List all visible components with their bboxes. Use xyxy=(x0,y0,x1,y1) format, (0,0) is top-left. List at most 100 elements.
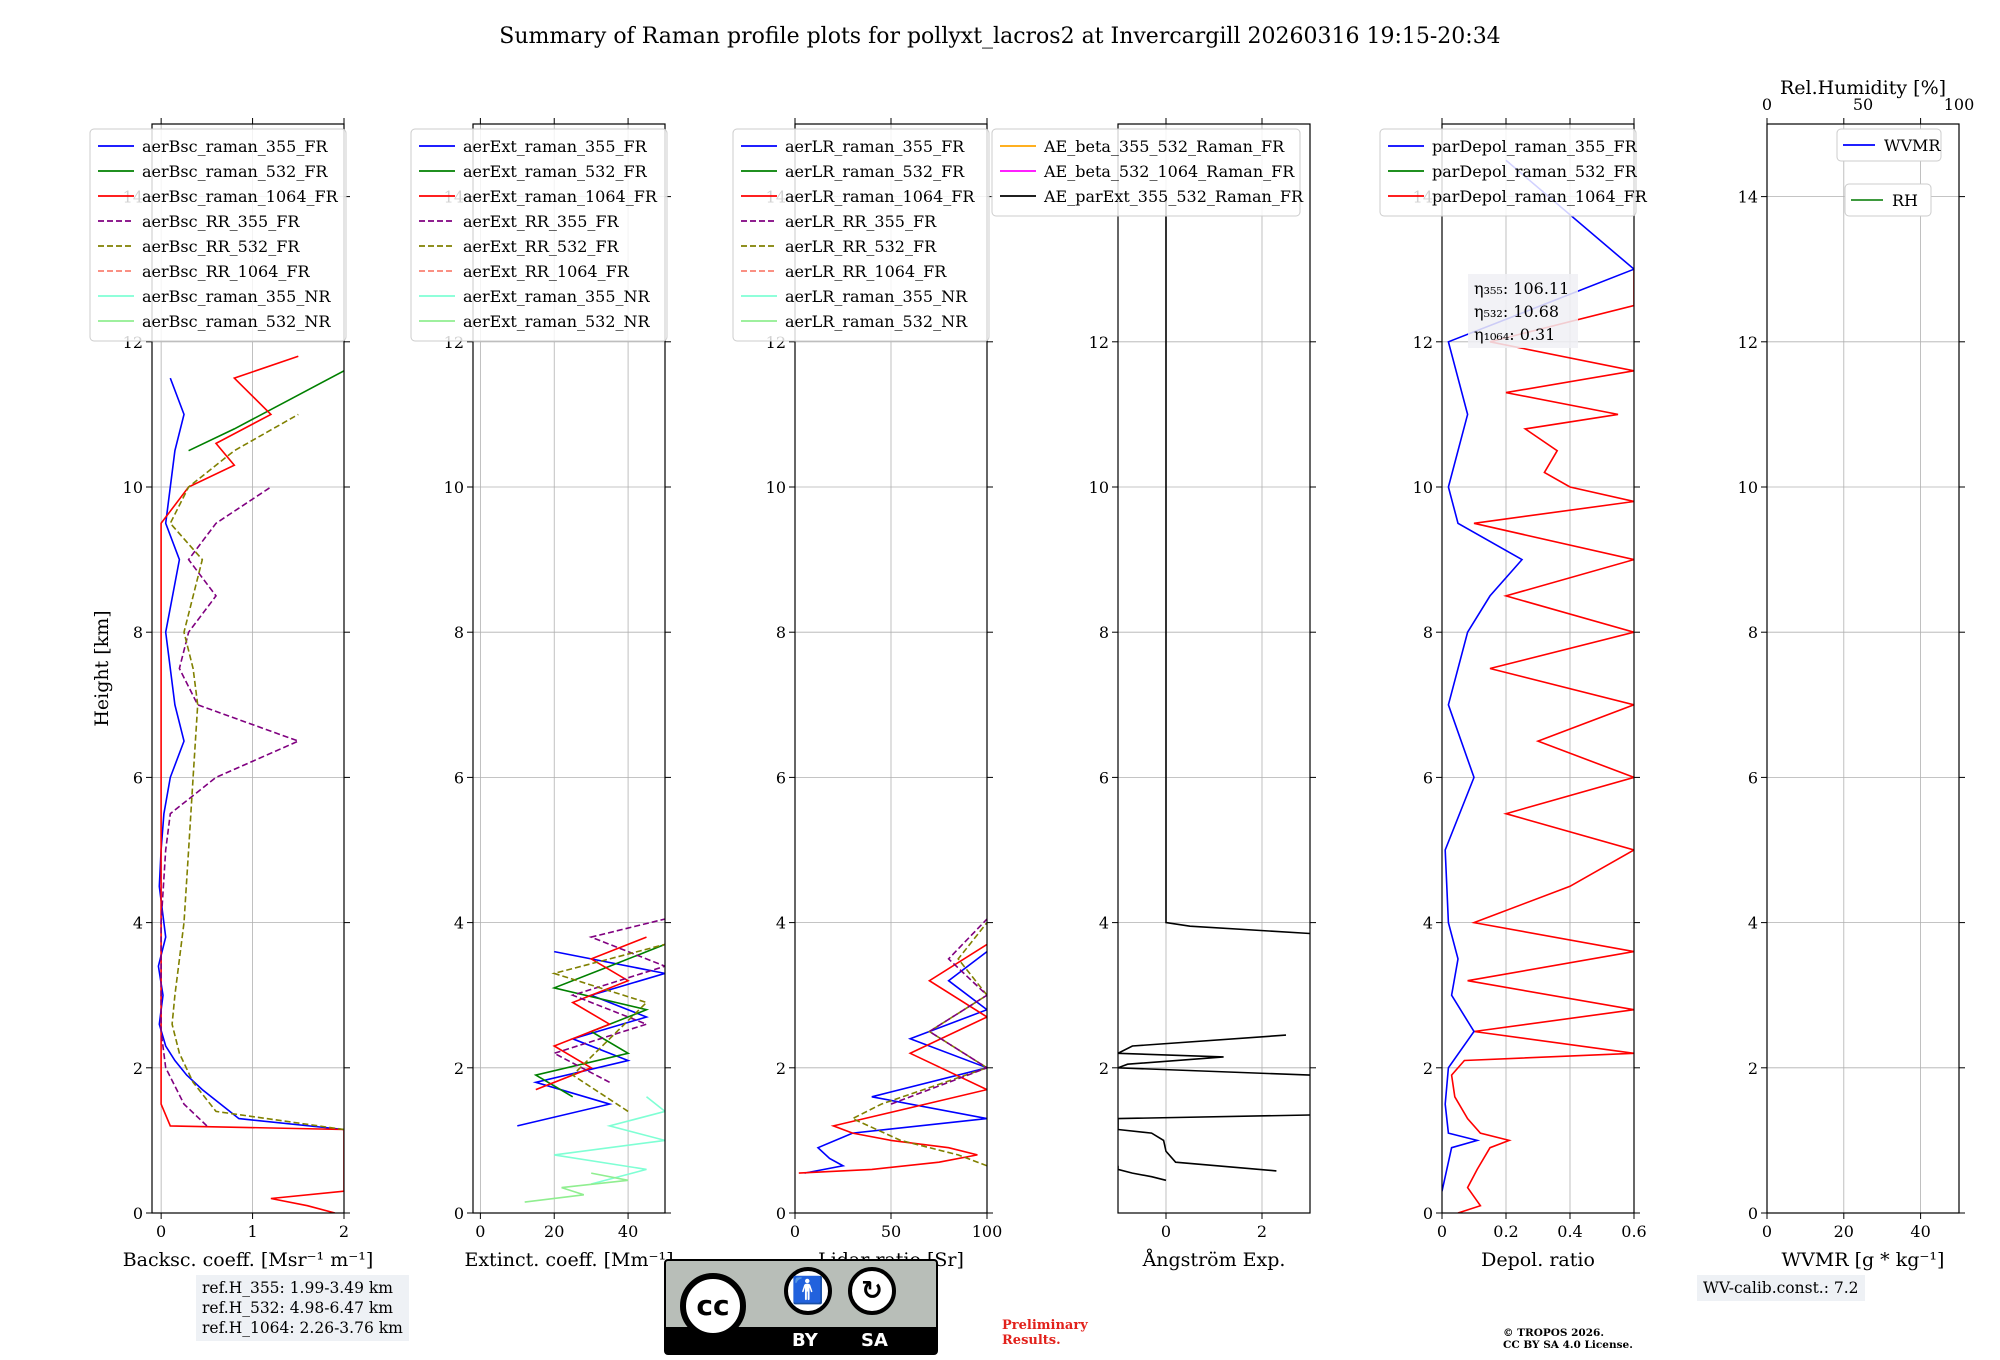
legend-entry: WVMR xyxy=(1884,136,1941,155)
y-tick-label: 2 xyxy=(133,1059,143,1078)
panel-data xyxy=(1118,196,1310,1182)
top-x-tick-label: 100 xyxy=(1944,95,1975,114)
x-axis-label: Ångström Exp. xyxy=(1142,1249,1286,1271)
y-tick-label: 2 xyxy=(1099,1059,1109,1078)
cc-icon: cc xyxy=(680,1273,746,1339)
series-aerExt_raman_355_FR xyxy=(517,950,665,1127)
x-tick-label: 0.6 xyxy=(1621,1222,1646,1241)
eta-label: η₁₀₆₄: 0.31 xyxy=(1474,325,1555,344)
legend: aerLR_raman_355_FR aerLR_raman_532_FR aerL… xyxy=(732,128,990,342)
x-tick-label: 20 xyxy=(1834,1222,1854,1241)
legend-box xyxy=(732,128,990,342)
x-tick-label: 100 xyxy=(972,1222,1003,1241)
x-axis-label: Extinct. coeff. [Mm⁻¹] xyxy=(464,1249,673,1271)
legend-entry: parDepol_raman_1064_FR xyxy=(1432,187,1648,206)
legend-entry: aerLR_RR_355_FR xyxy=(785,212,937,231)
legend: parDepol_raman_355_FR parDepol_raman_532_… xyxy=(1379,128,1648,217)
y-tick-label: 10 xyxy=(1738,478,1758,497)
series-aerLR_raman_1064_FR xyxy=(798,943,987,1174)
series-aerLR_RR_532_FR xyxy=(850,922,987,1167)
y-tick-label: 4 xyxy=(776,914,786,933)
panel-data xyxy=(517,918,665,1203)
y-tick-label: 10 xyxy=(1089,478,1109,497)
series-aerLR_RR_355_FR xyxy=(890,918,987,1105)
legend: WVMR RH xyxy=(1836,128,1942,217)
series-parDepol_raman_355_FR xyxy=(1442,159,1634,1192)
x-tick-label: 0 xyxy=(475,1222,485,1241)
y-tick-label: 0 xyxy=(133,1204,143,1223)
y-tick-label: 10 xyxy=(1413,478,1433,497)
series-aerExt_raman_355_NR xyxy=(554,1096,665,1185)
series-aerBsc_RR_355_FR xyxy=(160,486,301,1127)
legend-entry: parDepol_raman_355_FR xyxy=(1432,137,1638,156)
legend-entry: aerBsc_raman_355_NR xyxy=(142,287,331,306)
y-tick-label: 6 xyxy=(776,768,786,787)
x-tick-label: 0.2 xyxy=(1493,1222,1518,1241)
legend-entry: aerLR_RR_532_FR xyxy=(785,237,937,256)
x-tick-label: 0 xyxy=(1437,1222,1447,1241)
y-tick-label: 8 xyxy=(133,623,143,642)
y-tick-label: 10 xyxy=(123,478,143,497)
legend-entry: aerLR_raman_355_FR xyxy=(785,137,965,156)
legend-entry: aerExt_RR_1064_FR xyxy=(463,262,630,281)
series-aerLR_raman_355_FR xyxy=(804,950,987,1174)
annotation-box xyxy=(1468,274,1578,348)
ref-height-355: ref.H_355: 1.99-3.49 km xyxy=(202,1279,393,1297)
y-tick-label: 6 xyxy=(133,768,143,787)
y-tick-label: 10 xyxy=(766,478,786,497)
panel-ext: 0204002468101214Extinct. coeff. [Mm⁻¹] xyxy=(444,118,674,1271)
legend-entry: AE_parExt_355_532_Raman_FR xyxy=(1043,187,1304,206)
legend-box xyxy=(410,128,668,342)
axes-frame xyxy=(1766,123,1960,1214)
legend-entry: aerBsc_RR_355_FR xyxy=(142,212,300,231)
top-x-tick-label: 0 xyxy=(1762,95,1772,114)
y-tick-label: 2 xyxy=(776,1059,786,1078)
y-tick-label: 8 xyxy=(1423,623,1433,642)
legend-entry: aerBsc_raman_532_FR xyxy=(142,162,328,181)
eta-label: η₃₅₅: 106.11 xyxy=(1474,279,1569,298)
axes-frame xyxy=(1117,123,1311,1214)
legend-entry: aerBsc_raman_355_FR xyxy=(142,137,328,156)
legend: aerExt_raman_355_FR aerExt_raman_532_FRae… xyxy=(410,128,668,342)
legend-entry: aerExt_raman_355_NR xyxy=(463,287,651,306)
axes-frame xyxy=(1441,123,1635,1214)
legend-entry: aerLR_raman_532_FR xyxy=(785,162,965,181)
series-aerBsc_RR_532_FR xyxy=(169,413,344,1131)
series-aerExt_raman_532_NR xyxy=(524,1172,629,1203)
legend-entry: aerLR_raman_355_NR xyxy=(785,287,968,306)
y-tick-label: 14 xyxy=(1738,188,1758,207)
by-label: BY xyxy=(792,1330,818,1351)
y-tick-label: 6 xyxy=(1099,768,1109,787)
wv-calibration-constant: WV-calib.const.: 7.2 xyxy=(1703,1279,1859,1297)
y-tick-label: 2 xyxy=(1748,1059,1758,1078)
y-tick-label: 4 xyxy=(1099,914,1109,933)
panel-data xyxy=(798,918,987,1174)
legend-box xyxy=(89,128,347,342)
legend-entry: aerLR_raman_532_NR xyxy=(785,312,968,331)
y-tick-label: 8 xyxy=(1099,623,1109,642)
legend: AE_beta_355_532_Raman_FR AE_beta_532_1064… xyxy=(991,128,1304,217)
x-tick-label: 1 xyxy=(247,1222,257,1241)
series-parDepol_raman_1064_FR xyxy=(1450,269,1634,1213)
legend-box xyxy=(991,128,1301,217)
series-AE_mid xyxy=(1118,1034,1310,1076)
series-AE_upper xyxy=(1165,196,1310,935)
legend-box xyxy=(1379,128,1637,217)
axes-frame xyxy=(151,123,345,1214)
y-tick-label: 2 xyxy=(1423,1059,1433,1078)
legend-box xyxy=(1844,183,1932,217)
legend-entry: aerBsc_raman_532_NR xyxy=(142,312,331,331)
legend-entry: aerExt_RR_355_FR xyxy=(463,212,620,231)
series-aerExt_raman_532_FR xyxy=(533,943,665,1098)
preliminary-line-2: Results. xyxy=(1002,1333,1061,1348)
share-alike-icon: ↻ xyxy=(848,1267,896,1315)
x-axis-label: Backsc. coeff. [Msr⁻¹ m⁻¹] xyxy=(123,1249,374,1271)
series-AE_parExt_355_532_Raman_FR xyxy=(1118,1165,1167,1182)
y-tick-label: 10 xyxy=(444,478,464,497)
x-tick-label: 40 xyxy=(618,1222,638,1241)
legend-entry: RH xyxy=(1892,191,1918,210)
y-tick-label: 6 xyxy=(1748,768,1758,787)
x-axis-label: WVMR [g * kg⁻¹] xyxy=(1782,1249,1945,1271)
y-tick-label: 12 xyxy=(1738,333,1758,352)
legend-box xyxy=(1836,128,1942,162)
